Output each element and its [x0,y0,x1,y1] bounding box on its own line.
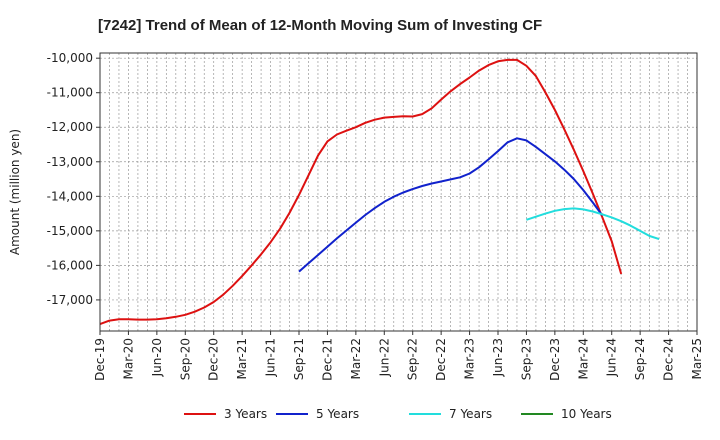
plot-frame [99,52,698,332]
x-tick-label: Mar-20 [121,338,135,379]
y-tick-label: -11,000 [47,86,93,100]
x-tick-label: Jun-20 [150,338,164,377]
series-line [526,207,660,241]
x-tick-label: Dec-22 [434,338,448,381]
grid [100,53,697,331]
legend-label: 10 Years [561,407,612,421]
x-tick-label: Dec-20 [207,338,221,381]
y-tick-label: -13,000 [47,155,93,169]
x-tick-label: Jun-24 [605,338,619,377]
x-tick-label: Dec-21 [320,338,334,381]
x-tick-label: Sep-23 [519,338,533,380]
legend: 3 Years 5 Years 7 Years 10 Years [184,407,612,421]
y-axis: -10,000 -11,000 -12,000 -13,000 -14,000 -15,0… [47,51,100,307]
y-tick-label: -10,000 [47,51,93,65]
y-tick-label: -15,000 [47,224,93,238]
x-tick-label: Mar-22 [349,338,363,379]
x-tick-label: Dec-24 [662,338,676,381]
y-tick-label: -14,000 [47,189,93,203]
x-tick-label: Jun-23 [491,338,505,377]
x-tick-label: Mar-25 [690,338,704,379]
x-tick-label: Dec-23 [548,338,562,381]
legend-label: 3 Years [224,407,267,421]
x-tick-label: Mar-23 [463,338,477,379]
y-tick-label: -16,000 [47,258,93,272]
legend-label: 5 Years [316,407,359,421]
x-tick-label: Mar-24 [576,338,590,379]
x-axis: Dec-19 Mar-20 Jun-20 Sep-20 Dec-20 Mar-21 Jun-… [93,331,704,381]
series-line [99,58,623,326]
series-layer [99,58,660,326]
x-tick-label: Dec-19 [93,338,107,381]
x-tick-label: Mar-21 [235,338,249,379]
plot-area [100,53,697,331]
chart-title: [7242] Trend of Mean of 12-Month Moving … [98,17,542,34]
y-tick-label: -17,000 [47,293,93,307]
legend-label: 7 Years [449,407,492,421]
y-axis-label: Amount (million yen) [8,129,22,255]
x-tick-label: Sep-24 [633,338,647,380]
x-tick-label: Jun-22 [377,338,391,377]
y-tick-label: -12,000 [47,120,93,134]
x-tick-label: Jun-21 [264,338,278,377]
x-tick-label: Sep-21 [292,338,306,380]
x-tick-label: Sep-20 [178,338,192,380]
x-tick-label: Sep-22 [406,338,420,380]
series-line [298,137,604,273]
